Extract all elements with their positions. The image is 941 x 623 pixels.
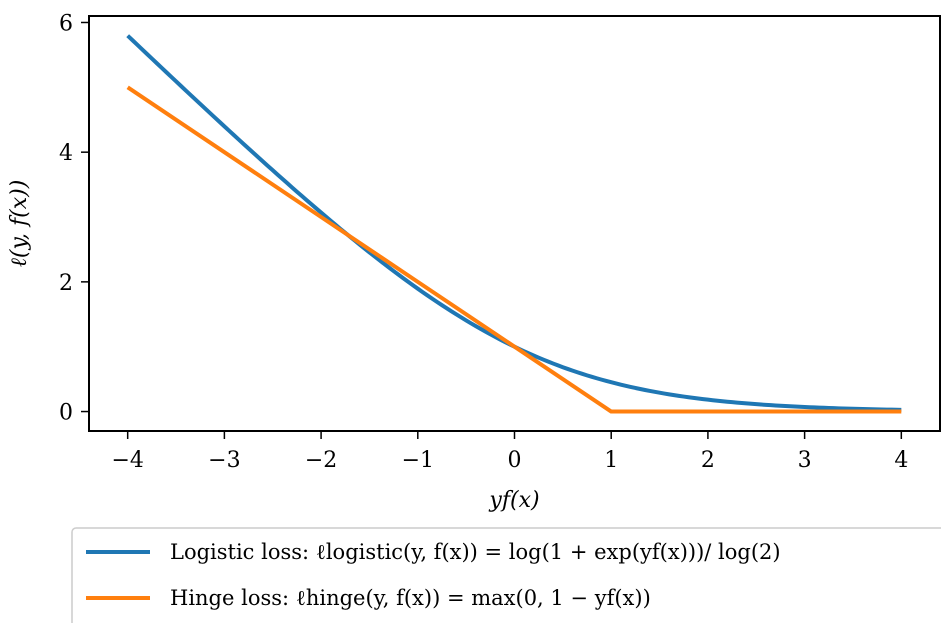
x-axis-label: yf(x) (488, 488, 539, 513)
legend-label-hinge: Hinge loss: ℓhinge(y, f(x)) = max(0, 1 −… (170, 586, 651, 610)
series-layer (128, 36, 902, 412)
series-line-hinge (128, 87, 902, 411)
plot-frame (89, 16, 940, 431)
legend-label-logistic: Logistic loss: ℓlogistic(y, f(x)) = log(… (170, 540, 781, 564)
x-tick-label: 0 (508, 448, 522, 473)
x-tick-label: 1 (604, 448, 618, 473)
x-tick-label: −2 (305, 448, 337, 473)
x-tick-label: 2 (701, 448, 715, 473)
y-tick-label: 2 (59, 271, 73, 296)
y-axis-label: ℓ(y, f(x)) (7, 180, 32, 268)
legend: Logistic loss: ℓlogistic(y, f(x)) = log(… (72, 528, 941, 623)
x-tick-label: −1 (402, 448, 434, 473)
x-tick-label: −4 (111, 448, 143, 473)
x-tick-label: −3 (208, 448, 240, 473)
y-tick-label: 0 (59, 401, 73, 426)
x-tick-label: 4 (894, 448, 908, 473)
series-line-logistic (128, 36, 902, 410)
x-tick-label: 3 (798, 448, 812, 473)
y-tick-label: 6 (59, 11, 73, 36)
axes: −4 −3 −2 −1 0 1 2 3 4 0 2 4 6 (59, 11, 908, 473)
y-tick-label: 4 (59, 141, 73, 166)
